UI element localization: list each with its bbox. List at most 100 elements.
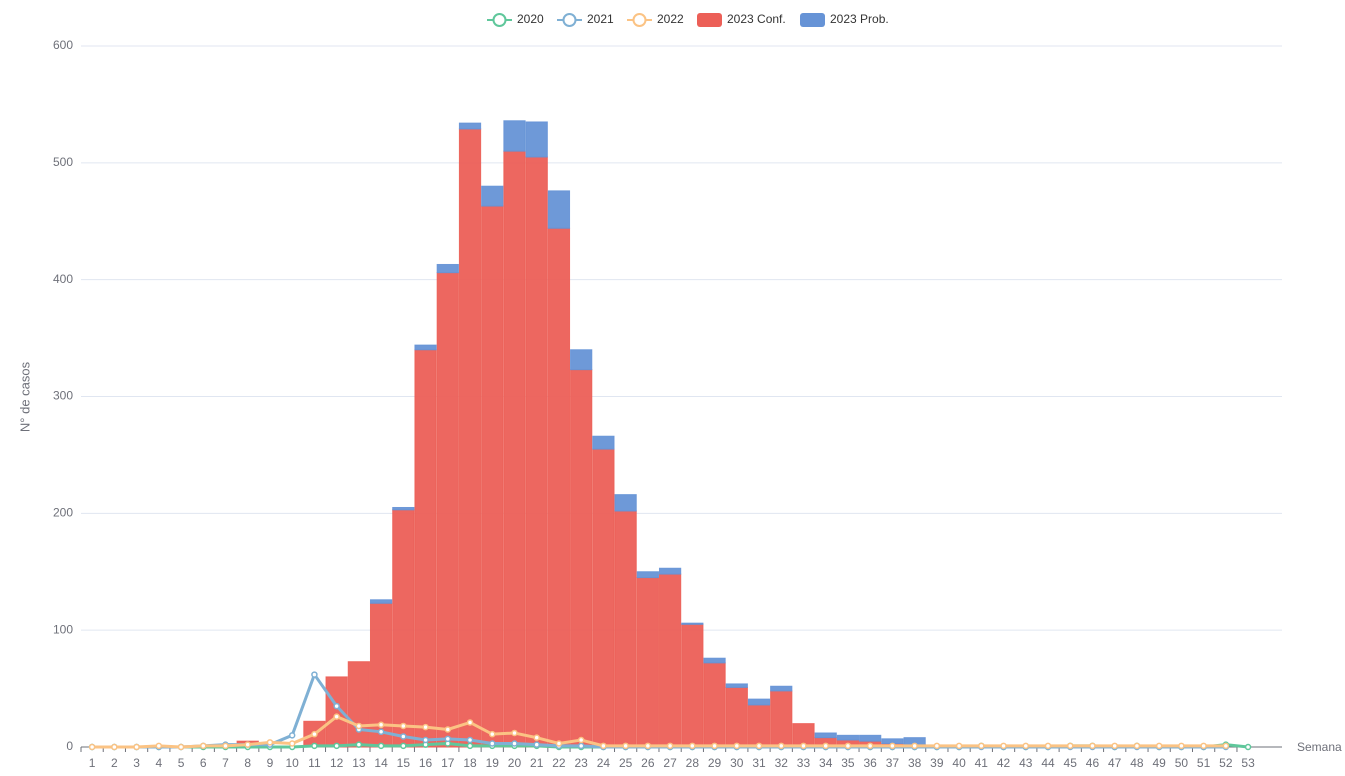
x-tick-label: 21 [530, 756, 544, 770]
x-tick-label: 51 [1197, 756, 1211, 770]
line-point [444, 735, 452, 743]
y-axis-label: N° de casos [17, 361, 32, 432]
line-point [333, 742, 340, 750]
line-point [1000, 742, 1007, 750]
x-tick-label: 48 [1130, 756, 1144, 770]
line-point [489, 730, 496, 738]
x-tick-label: 7 [222, 756, 229, 770]
x-tick-label: 19 [486, 756, 500, 770]
x-tick-label: 5 [178, 756, 185, 770]
bar [703, 662, 726, 748]
bar [525, 156, 548, 748]
line-point [466, 736, 474, 744]
line-point [1178, 742, 1185, 750]
x-tick-label: 24 [597, 756, 611, 770]
bar [747, 704, 771, 748]
bar [770, 690, 793, 748]
x-tick-label: 40 [952, 756, 966, 770]
line-point [422, 736, 429, 744]
line-point [311, 730, 318, 738]
line-point [377, 742, 385, 750]
x-tick-label: 41 [975, 756, 989, 770]
line-point [1200, 742, 1207, 750]
bar [836, 734, 860, 741]
line-point [866, 742, 874, 750]
legend-icon [632, 13, 647, 27]
x-tick-label: 6 [200, 756, 207, 770]
line-point [400, 722, 407, 730]
x-tick-label: 25 [619, 756, 633, 770]
x-tick-label: 47 [1108, 756, 1122, 770]
y-tick-label: 500 [53, 155, 73, 169]
bar [681, 623, 704, 748]
line-point [978, 742, 985, 750]
legend-label: 2023 Prob. [830, 12, 889, 26]
legend-icon [492, 13, 507, 27]
line-point [822, 742, 829, 750]
line-point [288, 732, 296, 739]
x-axis-label: Semana [1297, 740, 1342, 754]
x-tick-label: 30 [730, 756, 744, 770]
line-point [88, 743, 96, 751]
line-point [755, 742, 763, 750]
line-point [222, 742, 229, 750]
y-tick-label: 300 [53, 389, 73, 403]
x-tick-label: 26 [641, 756, 655, 770]
bar [347, 661, 370, 748]
x-tick-label: 38 [908, 756, 922, 770]
line-point [111, 743, 118, 751]
x-tick-label: 39 [930, 756, 944, 770]
line-point [511, 740, 518, 747]
bar [703, 657, 726, 664]
line-point [689, 742, 696, 750]
x-tick-label: 34 [819, 756, 833, 770]
legend-icon [800, 13, 825, 27]
x-tick-label: 2 [111, 756, 118, 770]
line-point [200, 742, 207, 750]
line-point [400, 733, 407, 740]
bar [414, 344, 437, 351]
line-point [1155, 742, 1163, 750]
line-point [511, 729, 518, 737]
line [92, 714, 1226, 749]
legend-label: 2022 [657, 12, 684, 26]
line-point [1111, 742, 1118, 750]
line-point [577, 742, 585, 750]
x-tick-label: 10 [286, 756, 300, 770]
x-tick-label: 45 [1064, 756, 1078, 770]
line-point [1222, 742, 1230, 750]
line-point [466, 719, 474, 726]
bar [503, 120, 526, 152]
bar [681, 622, 704, 625]
bar [481, 185, 504, 207]
y-tick-label: 100 [53, 622, 73, 636]
line-point [600, 742, 607, 750]
line-point [355, 722, 363, 730]
y-tick-label: 600 [53, 38, 73, 52]
bar [636, 571, 659, 579]
x-tick-label: 12 [330, 756, 344, 770]
bar [725, 683, 748, 688]
bar [658, 567, 682, 575]
line-point [555, 740, 563, 747]
bar [747, 698, 771, 706]
bar [436, 263, 459, 274]
bar [614, 494, 637, 512]
line-point [1066, 742, 1074, 750]
line-point [533, 734, 540, 741]
x-tick-label: 15 [397, 756, 411, 770]
bar [592, 448, 615, 748]
line-point [311, 671, 318, 678]
x-tick-label: 29 [708, 756, 722, 770]
line-point [266, 739, 274, 746]
x-tick-label: 32 [775, 756, 789, 770]
line-point [577, 736, 585, 744]
line-point [533, 741, 540, 748]
line-point [844, 742, 852, 750]
line-point [311, 742, 318, 750]
legend-icon [697, 13, 722, 27]
bar [547, 190, 571, 229]
x-tick-label: 14 [374, 756, 388, 770]
